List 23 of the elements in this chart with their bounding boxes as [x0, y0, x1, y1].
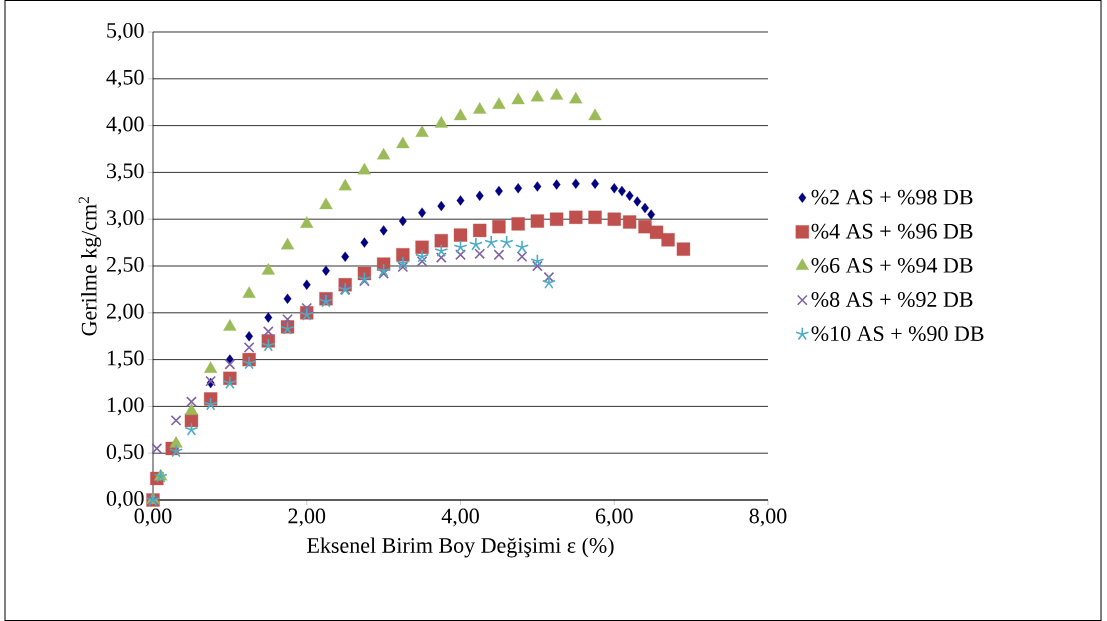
- y-tick-label: 0,50: [106, 444, 144, 463]
- y-axis-title: Gerilme kg/cm$^{2}$: [78, 196, 102, 336]
- legend-label: %4 AS + %96 DB: [811, 223, 973, 239]
- x-tick-label: 0,00: [134, 508, 172, 527]
- y-tick-label: 3,50: [107, 163, 144, 182]
- y-tick-label: 2,50: [106, 256, 144, 276]
- y-tick-label: 2,00: [106, 303, 144, 322]
- y-tick-label: 0,00: [106, 490, 144, 510]
- legend-label: %6 AS + %94 DB: [811, 257, 973, 273]
- x-tick-label: 4,00: [441, 508, 479, 527]
- x-axis-title: Eksenel Birim Boy Değişimi ε (%): [307, 537, 614, 558]
- y-tick-label: 1,00: [107, 397, 144, 416]
- legend-label: %2 AS + %98 DB: [811, 189, 973, 205]
- legend-label: %8 AS + %92 DB: [811, 292, 973, 307]
- x-tick-label: 6,00: [595, 508, 633, 527]
- y-tick-label: 3,00: [107, 210, 144, 229]
- y-tick-label: 1,50: [107, 350, 144, 369]
- y-tick-label: 5,00: [107, 22, 144, 42]
- x-tick-label: 8,00: [749, 508, 787, 527]
- legend-label: %10 AS + %90 DB: [811, 326, 984, 342]
- y-tick-label: 4,00: [106, 116, 144, 135]
- x-tick-label: 2,00: [288, 508, 326, 527]
- y-tick-label: 4,50: [106, 69, 144, 88]
